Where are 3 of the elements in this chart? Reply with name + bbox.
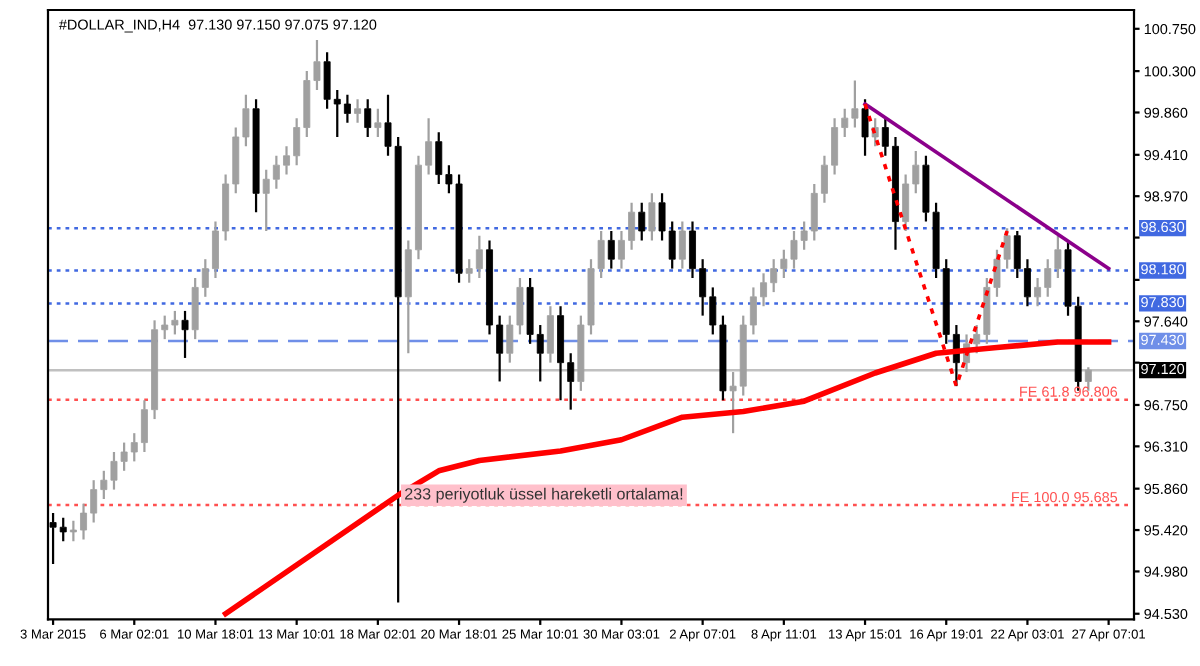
candlestick [546,305,554,364]
series-label: 233 periyotluk üssel hareketli ortalama! [405,487,683,503]
candlestick [354,98,362,124]
